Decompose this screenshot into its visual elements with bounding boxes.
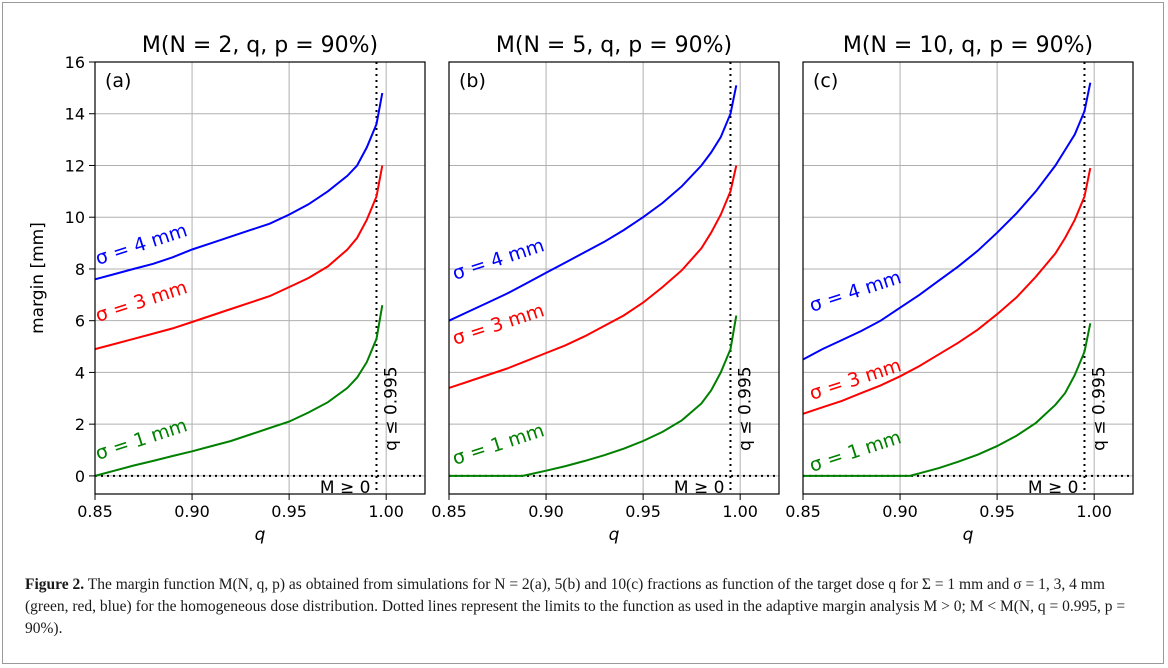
axes-frame <box>448 61 780 495</box>
caption-label: Figure 2. <box>25 576 85 593</box>
series-line <box>802 167 1092 415</box>
x-axis-label: q <box>963 525 974 545</box>
y-tick-label: 0 <box>75 467 85 486</box>
y-tick-label: 8 <box>75 260 85 279</box>
series-label: σ = 3 mm <box>93 276 190 326</box>
y-tick-label: 14 <box>65 105 85 124</box>
y-tick: 4 <box>75 363 95 382</box>
limit-vline-label: q ≤ 0.995 <box>1089 366 1109 451</box>
x-tick-label: 0.90 <box>528 502 564 521</box>
x-tick: 0.95 <box>271 494 307 521</box>
x-tick-label: 0.85 <box>785 502 821 521</box>
x-tick-label: 0.85 <box>77 502 113 521</box>
series-line <box>803 323 1092 477</box>
x-axis-label: q <box>609 525 620 545</box>
x-tick-label: 0.90 <box>882 502 918 521</box>
series-line <box>448 85 738 322</box>
series-label: σ = 1 mm <box>807 426 904 476</box>
x-tick: 0.85 <box>785 494 821 521</box>
chart-panel-3: M ≥ 0 q ≤ 0.995 σ = 4 mm σ = 3 mm σ = 1 mm 0.… <box>785 33 1134 545</box>
y-tick-label: 12 <box>65 156 85 175</box>
x-tick-label: 1.00 <box>368 502 404 521</box>
series-label: σ = 3 mm <box>807 354 904 404</box>
y-axis-label: margin [mm] <box>28 222 48 334</box>
x-tick: 1.00 <box>368 494 404 521</box>
series-label: σ = 4 mm <box>93 219 190 269</box>
panel-title: M(N = 10, q, p = 90%) <box>843 33 1093 58</box>
series-line <box>94 92 384 281</box>
x-tick: 0.90 <box>528 494 564 521</box>
x-axis-label: q <box>255 525 266 545</box>
series-line <box>448 165 738 389</box>
panel-title: M(N = 5, q, p = 90%) <box>496 33 732 58</box>
x-tick: 1.00 <box>722 494 758 521</box>
series-label: σ = 1 mm <box>450 419 547 469</box>
x-tick-label: 0.90 <box>174 502 210 521</box>
series-line <box>94 305 384 477</box>
y-tick-label: 10 <box>65 208 85 227</box>
y-tick: 6 <box>75 312 95 331</box>
x-tick: 0.90 <box>174 494 210 521</box>
series-label: σ = 3 mm <box>450 299 547 349</box>
axes-frame <box>94 61 426 495</box>
x-tick-label: 1.00 <box>1076 502 1112 521</box>
limit-hline-label: M ≥ 0 <box>674 478 725 498</box>
x-tick: 0.90 <box>882 494 918 521</box>
x-tick-label: 1.00 <box>722 502 758 521</box>
chart-panel-1: M ≥ 0 q ≤ 0.995 σ = 4 mm σ = 3 mm σ = 1 mm 0.… <box>28 33 426 545</box>
figure-charts: M ≥ 0 q ≤ 0.995 σ = 4 mm σ = 3 mm σ = 1 mm 0.… <box>28 33 1134 545</box>
figure-caption: Figure 2. The margin function M(N, q, p)… <box>25 574 1145 640</box>
x-tick: 1.00 <box>1076 494 1112 521</box>
x-tick-label: 0.85 <box>431 502 467 521</box>
x-tick: 0.85 <box>77 494 113 521</box>
series-label: σ = 4 mm <box>450 234 547 284</box>
limit-vline-label: q ≤ 0.995 <box>381 366 401 451</box>
series-label: σ = 1 mm <box>93 414 190 464</box>
y-tick: 0 <box>75 467 95 486</box>
caption-text: The margin function M(N, q, p) as obtain… <box>25 576 1126 637</box>
series-line <box>802 82 1092 361</box>
axes-frame <box>802 61 1134 495</box>
y-tick: 8 <box>75 260 95 279</box>
y-tick: 2 <box>75 415 95 434</box>
panel-title: M(N = 2, q, p = 90%) <box>142 33 378 58</box>
series-line <box>449 315 738 477</box>
y-tick: 12 <box>65 156 95 175</box>
panel-letter: (a) <box>105 70 131 92</box>
y-tick: 14 <box>65 105 95 124</box>
chart-panel-2: M ≥ 0 q ≤ 0.995 σ = 4 mm σ = 3 mm σ = 1 mm 0.… <box>431 33 780 545</box>
y-tick: 10 <box>65 208 95 227</box>
y-tick: 16 <box>65 53 95 72</box>
x-tick: 0.95 <box>979 494 1015 521</box>
limit-hline-label: M ≥ 0 <box>1028 478 1079 498</box>
x-tick-label: 0.95 <box>979 502 1015 521</box>
y-tick-label: 16 <box>65 53 85 72</box>
y-tick-label: 4 <box>75 363 85 382</box>
panel-letter: (b) <box>459 70 486 92</box>
limit-hline-label: M ≥ 0 <box>320 478 371 498</box>
y-tick-label: 6 <box>75 312 85 331</box>
panel-letter: (c) <box>813 70 838 92</box>
x-tick: 0.85 <box>431 494 467 521</box>
y-tick-label: 2 <box>75 415 85 434</box>
x-tick-label: 0.95 <box>271 502 307 521</box>
series-label: σ = 4 mm <box>807 266 904 316</box>
x-tick: 0.95 <box>625 494 661 521</box>
limit-vline-label: q ≤ 0.995 <box>735 366 755 451</box>
x-tick-label: 0.95 <box>625 502 661 521</box>
series-line <box>94 165 384 351</box>
